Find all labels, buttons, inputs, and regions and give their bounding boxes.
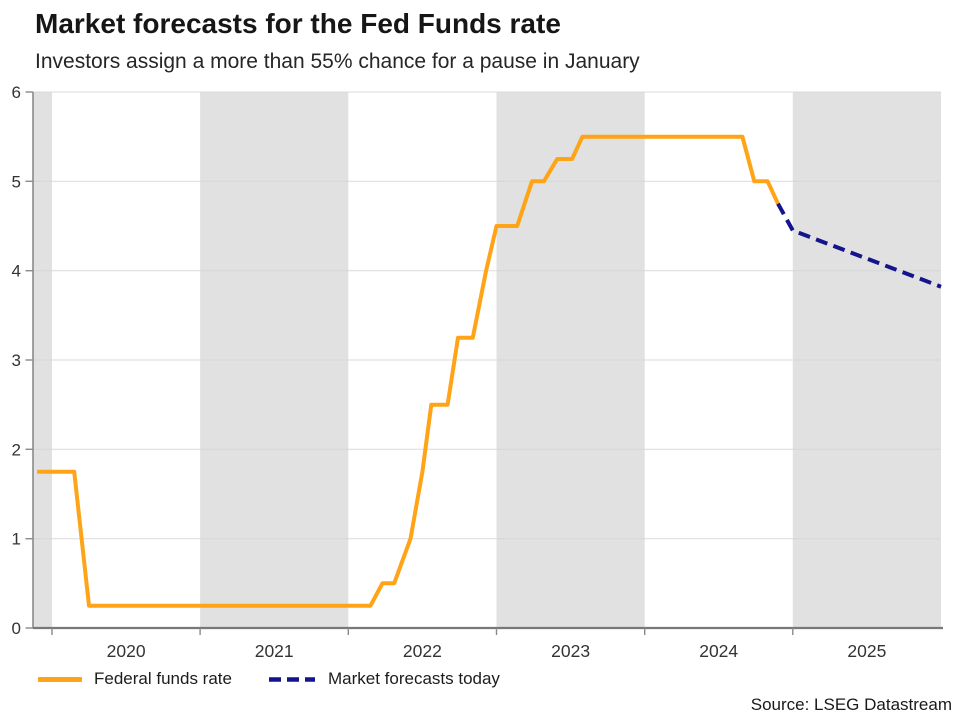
- series-line-federal-funds-rate: [37, 134, 780, 608]
- chart-subtitle: Investors assign a more than 55% chance …: [35, 50, 640, 73]
- chart-legend: Federal funds rate Market forecasts toda…: [38, 666, 500, 692]
- x-tick-label: 2020: [107, 641, 146, 661]
- y-tick-label: 3: [12, 351, 21, 370]
- fed-funds-chart: 0 1 2 3 4 5 6 2020 2021 2022 2023 2024 2025: [12, 83, 943, 661]
- legend-label-federal-funds: Federal funds rate: [94, 669, 232, 688]
- legend-item-market-forecasts: Market forecasts today: [268, 669, 500, 689]
- x-tick-label: 2023: [551, 641, 590, 661]
- federal-funds-line-icon: [38, 676, 82, 682]
- x-tick-label: 2021: [255, 641, 294, 661]
- x-tick-label: 2025: [847, 641, 886, 661]
- series-line-market-forecasts-today: [776, 202, 942, 289]
- forecast-dashed-line-icon: [268, 676, 315, 682]
- y-tick-label: 0: [12, 619, 21, 638]
- chart-title: Market forecasts for the Fed Funds rate: [35, 8, 561, 39]
- y-tick-label: 1: [12, 530, 21, 549]
- y-tick-label: 2: [12, 440, 21, 459]
- x-tick-label: 2024: [699, 641, 738, 661]
- y-tick-label: 5: [12, 172, 21, 191]
- legend-item-federal-funds: Federal funds rate: [38, 669, 232, 689]
- y-tick-label: 6: [12, 83, 21, 102]
- y-tick-label: 4: [12, 262, 21, 281]
- source-credit: Source: LSEG Datastream: [750, 695, 952, 714]
- x-tick-label: 2022: [403, 641, 442, 661]
- legend-label-market-forecasts: Market forecasts today: [327, 669, 500, 688]
